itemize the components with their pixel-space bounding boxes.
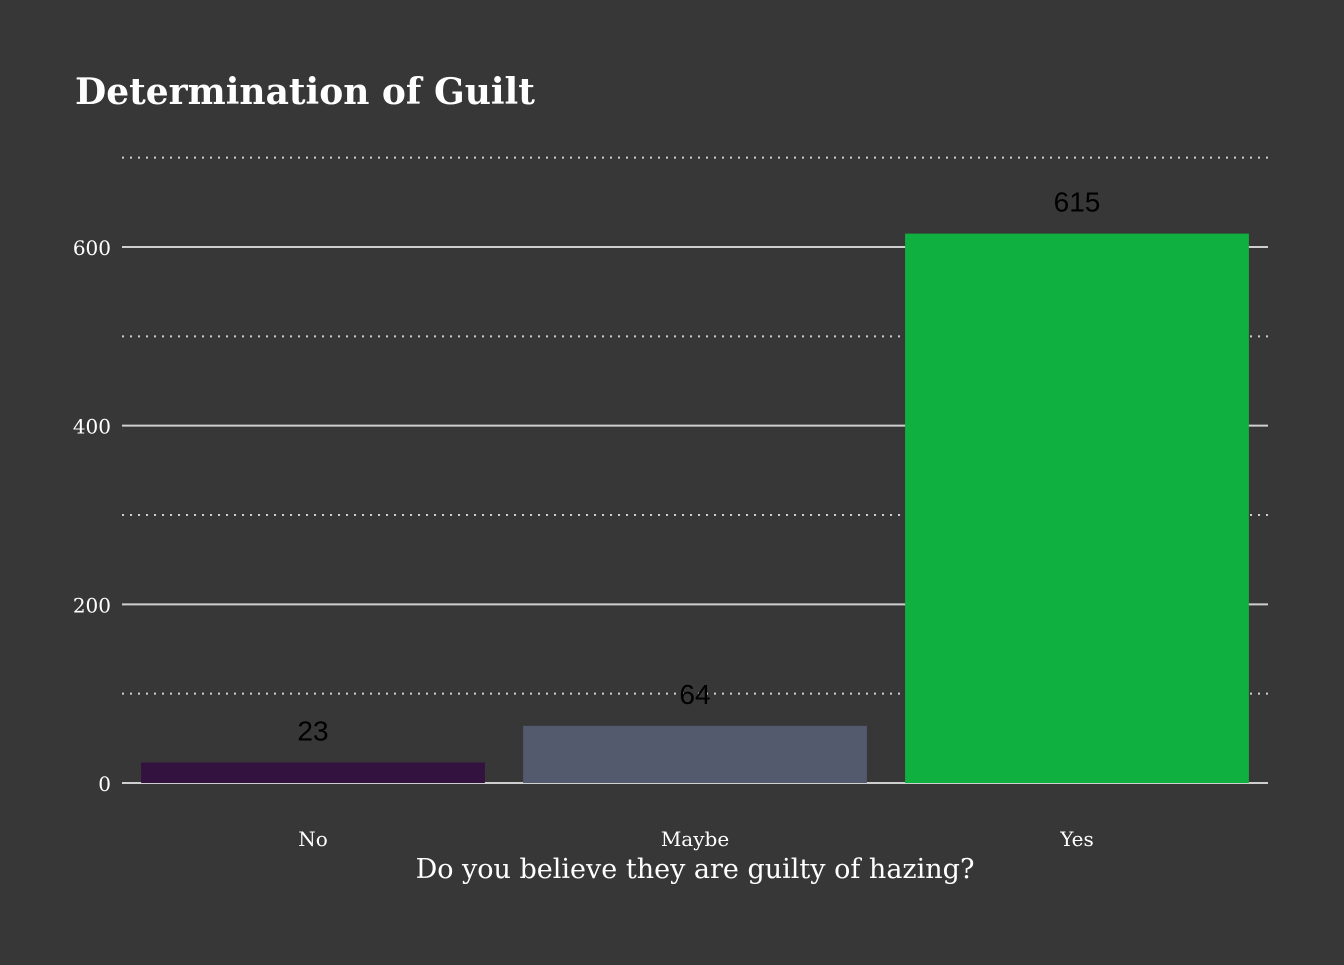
- y-axis-ticks: 0 200 400 600: [73, 236, 111, 796]
- y-tick-label: 400: [73, 415, 111, 439]
- x-tick-label: No: [298, 827, 328, 851]
- bars: [141, 233, 1249, 784]
- x-tick-label: Yes: [1059, 827, 1094, 851]
- data-label-maybe: 64: [679, 679, 710, 710]
- bar-no: [141, 762, 485, 783]
- x-tick-label: Maybe: [661, 827, 729, 851]
- x-axis-ticks: No Maybe Yes: [298, 827, 1094, 851]
- y-tick-label: 0: [98, 772, 111, 796]
- chart-title: Determination of Guilt: [75, 71, 535, 113]
- x-axis-title: Do you believe they are guilty of hazing…: [416, 854, 975, 885]
- data-label-yes: 615: [1054, 187, 1101, 218]
- bar-yes: [905, 233, 1249, 784]
- data-label-no: 23: [297, 715, 328, 746]
- data-labels: 23 64 615: [297, 187, 1100, 747]
- y-tick-label: 600: [73, 236, 111, 260]
- y-tick-label: 200: [73, 593, 111, 617]
- bar-maybe: [523, 725, 867, 783]
